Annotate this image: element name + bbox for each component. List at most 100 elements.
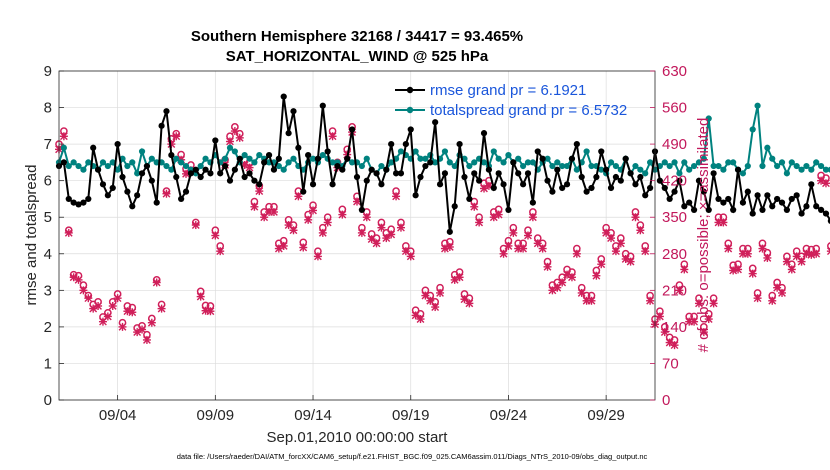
rmse-point (730, 206, 737, 214)
obs-assimilated-point (309, 206, 318, 215)
rmse-point (573, 141, 580, 148)
rmse-point (407, 126, 414, 133)
legend-marker-rmse (406, 86, 414, 94)
totalspread-point (432, 159, 439, 166)
rmse-point (256, 181, 263, 188)
obs-assimilated-point (211, 231, 220, 240)
totalspread-point (798, 166, 805, 173)
totalspread-point (378, 162, 385, 170)
totalspread-point (690, 162, 698, 170)
rmse-point (397, 170, 405, 177)
obs-assimilated-point (504, 241, 513, 250)
obs-assimilated-point (768, 296, 777, 305)
obs-assimilated-point (74, 275, 83, 284)
totalspread-point (85, 159, 92, 166)
x-tick-label: 09/14 (294, 407, 332, 424)
y-tick-label: 4 (44, 246, 52, 263)
rmse-point (681, 203, 688, 210)
obs-assimilated-point (255, 187, 264, 196)
y-axis-right-label: # of obs: o=possible; ×=assimilated (695, 118, 712, 353)
obs-assimilated-point (59, 132, 68, 141)
totalspread-point (612, 162, 620, 170)
rmse-point (495, 170, 502, 177)
obs-assimilated-point (616, 239, 625, 248)
rmse-point (270, 166, 278, 173)
totalspread-point (466, 162, 473, 170)
totalspread-point (319, 151, 326, 159)
totalspread-point (451, 162, 458, 170)
y-tick-label: 2 (44, 319, 52, 336)
obs-assimilated-point (362, 213, 371, 222)
y-tick-label: 3 (44, 282, 52, 299)
rmse-point (793, 192, 800, 199)
obs-assimilated-point (377, 223, 386, 232)
rmse-point (666, 195, 673, 203)
totalspread-point (642, 170, 649, 177)
obs-assimilated-point (108, 302, 117, 310)
rmse-point (544, 177, 551, 184)
rmse-point (134, 192, 141, 199)
obs-assimilated-point (553, 283, 562, 292)
obs-assimilated-point (279, 241, 288, 250)
totalspread-point (231, 148, 238, 155)
totalspread-point (764, 144, 771, 151)
rmse-point (285, 130, 292, 137)
obs-assimilated-point (743, 249, 752, 258)
y-right-tick-label: 280 (662, 246, 687, 263)
rmse-point (412, 192, 419, 199)
obs-assimilated-point (225, 137, 234, 146)
obs-assimilated-point (572, 249, 581, 258)
series-layer (55, 93, 830, 350)
totalspread-point (163, 162, 170, 170)
obs-assimilated-point (680, 265, 689, 274)
rmse-point (676, 177, 683, 184)
obs-assimilated-point (289, 226, 298, 235)
obs-assimilated-point (607, 234, 616, 243)
obs-assimilated-point (382, 234, 391, 243)
totalspread-point (138, 148, 146, 155)
totalspread-point (744, 162, 751, 170)
totalspread-point (778, 159, 786, 166)
y-right-tick-label: 0 (662, 392, 670, 409)
rmse-point (178, 195, 185, 203)
obs-assimilated-point (313, 252, 322, 261)
totalspread-point (549, 162, 556, 170)
obs-assimilated-point (426, 296, 435, 305)
totalspread-point (686, 166, 693, 173)
rmse-point (710, 170, 717, 177)
totalspread-point (725, 159, 732, 166)
rmse-point (432, 119, 439, 126)
obs-assimilated-point (523, 231, 532, 240)
rmse-point (368, 166, 375, 173)
obs-assimilated-point (509, 228, 518, 237)
totalspread-point (197, 162, 204, 170)
y-right-tick-label: 350 (662, 209, 687, 226)
x-tick-label: 09/09 (197, 407, 235, 424)
obs-assimilated-point (338, 210, 347, 219)
obs-assimilated-point (147, 318, 156, 327)
totalspread-point (99, 159, 107, 166)
totalspread-point (104, 162, 111, 170)
obs-assimilated-point (817, 176, 826, 185)
totalspread-point (749, 126, 756, 133)
totalspread-point (598, 166, 605, 173)
rmse-point (221, 162, 229, 170)
rmse-point (187, 170, 195, 177)
rmse-point (583, 188, 590, 195)
rmse-point (202, 166, 209, 173)
rmse-point (647, 184, 654, 192)
totalspread-point (358, 162, 365, 170)
rmse-point (642, 192, 649, 199)
rmse-point (441, 170, 449, 177)
obs-assimilated-point (103, 312, 112, 321)
totalspread-point (500, 159, 507, 166)
totalspread-point (397, 148, 405, 155)
rmse-point (656, 177, 663, 184)
obs-assimilated-point (538, 244, 547, 253)
rmse-point (622, 155, 629, 162)
rmse-point (568, 155, 576, 162)
totalspread-point (441, 148, 449, 155)
obs-assimilated-point (675, 286, 684, 295)
obs-assimilated-point (436, 288, 445, 297)
y-right-tick-label: 210 (662, 282, 687, 299)
